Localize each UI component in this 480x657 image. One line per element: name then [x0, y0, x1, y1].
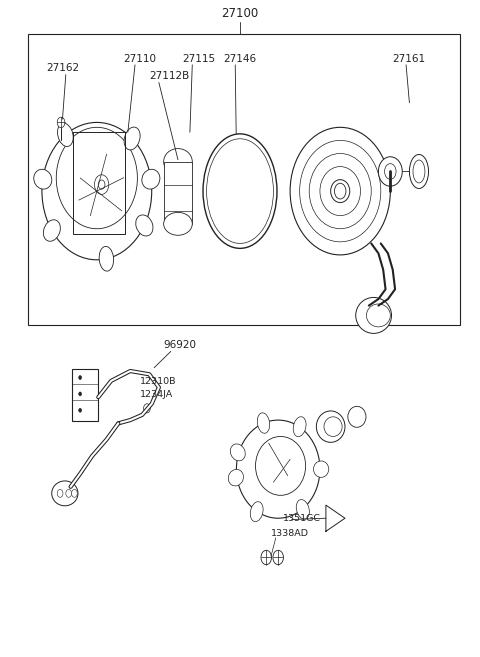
Ellipse shape [124, 127, 140, 150]
Ellipse shape [136, 215, 153, 236]
Text: 27110: 27110 [123, 53, 156, 64]
Circle shape [144, 404, 150, 413]
Bar [164, 162, 192, 224]
Text: 1234JA: 1234JA [140, 390, 173, 399]
Ellipse shape [348, 406, 366, 427]
Circle shape [66, 489, 72, 497]
Text: 96920: 96920 [164, 340, 197, 350]
Ellipse shape [230, 444, 245, 461]
Text: 27162: 27162 [47, 63, 80, 74]
Circle shape [79, 392, 82, 396]
Ellipse shape [164, 148, 192, 175]
Ellipse shape [237, 420, 320, 518]
Ellipse shape [228, 469, 243, 486]
Ellipse shape [409, 154, 429, 189]
Circle shape [384, 164, 396, 179]
Circle shape [261, 551, 272, 564]
Bar [72, 369, 98, 421]
Text: 12310B: 12310B [140, 377, 176, 386]
Circle shape [335, 183, 346, 199]
Ellipse shape [34, 170, 52, 189]
Text: 1351GC: 1351GC [283, 514, 321, 524]
Circle shape [72, 489, 77, 497]
Ellipse shape [331, 179, 350, 202]
Ellipse shape [293, 417, 306, 437]
Circle shape [273, 551, 283, 564]
Text: 1338AD: 1338AD [271, 529, 309, 538]
Ellipse shape [356, 298, 392, 333]
Ellipse shape [296, 499, 310, 519]
Ellipse shape [290, 127, 390, 255]
Ellipse shape [316, 411, 345, 442]
Circle shape [79, 376, 82, 380]
Ellipse shape [42, 122, 152, 260]
Ellipse shape [320, 167, 360, 215]
Text: 27100: 27100 [221, 7, 259, 20]
Ellipse shape [378, 157, 402, 186]
Ellipse shape [413, 160, 425, 183]
Ellipse shape [324, 417, 342, 436]
Ellipse shape [43, 220, 60, 241]
Ellipse shape [142, 170, 160, 189]
Ellipse shape [313, 461, 329, 478]
Bar [73, 132, 125, 234]
Ellipse shape [255, 436, 306, 495]
Ellipse shape [300, 141, 381, 242]
Text: 27161: 27161 [393, 53, 426, 64]
Text: 27146: 27146 [223, 53, 256, 64]
Circle shape [57, 489, 63, 497]
Circle shape [57, 117, 65, 127]
Ellipse shape [58, 124, 73, 147]
Ellipse shape [309, 154, 371, 229]
Text: 27112B: 27112B [149, 71, 190, 81]
Ellipse shape [206, 139, 274, 244]
Ellipse shape [164, 212, 192, 235]
Ellipse shape [366, 304, 390, 327]
Ellipse shape [56, 127, 137, 229]
Ellipse shape [203, 134, 277, 248]
Text: 27115: 27115 [183, 53, 216, 64]
Circle shape [79, 408, 82, 412]
Ellipse shape [52, 481, 78, 506]
Ellipse shape [257, 413, 270, 433]
Bar [28, 34, 459, 325]
Ellipse shape [250, 502, 263, 522]
Ellipse shape [99, 246, 114, 271]
